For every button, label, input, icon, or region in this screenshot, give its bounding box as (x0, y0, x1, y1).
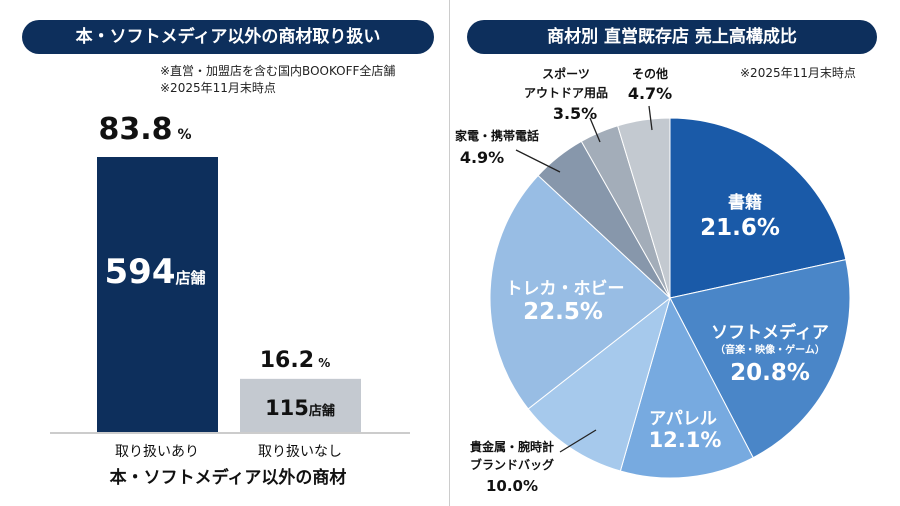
slice-label-softmedia: ソフトメディア (711, 323, 829, 343)
note-date: ※2025年11月末時点 (160, 81, 276, 95)
leader-line-electronics (515, 149, 561, 173)
pie-chart-title: 商材別 直営既存店 売上高構成比 (467, 20, 877, 54)
slice-value-books: 21.6% (700, 215, 780, 241)
leader-line-other (648, 105, 653, 131)
slice-label-other: その他 (631, 67, 669, 81)
percent-label-handled: 83.8 % (98, 112, 192, 147)
note-scope: ※直営・加盟店を含む国内BOOKOFF全店舗 (160, 64, 396, 78)
pie-slice-7 (617, 117, 671, 299)
pie-slice-4 (489, 174, 671, 410)
leader-line-jewelry (559, 429, 597, 453)
slice-label-electronics: 家電・携帯電話 (454, 129, 540, 143)
slice-value-softmedia: 20.8% (730, 360, 810, 386)
pie-slice-0 (669, 117, 847, 299)
slice-label2-sports: アウトドア用品 (523, 86, 609, 100)
slice-label2-jewelry: ブランドバッグ (469, 458, 555, 472)
slice-value-other: 4.7% (627, 84, 673, 103)
slice-label-apparel: アパレル (649, 409, 717, 429)
bar-chart-title: 本・ソフトメディア以外の商材取り扱い (22, 20, 434, 54)
category-label-not-handled: 取り扱いなし (258, 444, 342, 460)
slice-value-cards: 22.5% (523, 299, 603, 325)
value-label-handled: 594店舗 (104, 252, 206, 292)
bar-not-handled (240, 378, 361, 432)
slice-label-cards: トレカ・ホビー (505, 279, 625, 299)
pie-slice-1 (669, 259, 851, 459)
slice-label-books: 書籍 (728, 193, 762, 213)
slice-value-sports: 3.5% (552, 104, 598, 123)
bar-chart (50, 157, 410, 434)
percent-label-not-handled: 16.2 % (259, 348, 331, 373)
slice-value-electronics: 4.9% (459, 148, 505, 167)
slice-label-jewelry: 貴金属・腕時計 (469, 440, 555, 454)
slice-value-apparel: 12.1% (648, 428, 722, 452)
slice-sublabel-softmedia: （音楽・映像・ゲーム） (715, 345, 825, 356)
pie-slice-3 (527, 296, 671, 472)
divider (449, 0, 450, 506)
value-label-not-handled: 115店舗 (265, 396, 335, 420)
leader-line-sports (589, 117, 601, 143)
bar-handled (97, 157, 218, 432)
slice-value-jewelry: 10.0% (485, 477, 539, 495)
pie-slice-2 (619, 296, 754, 479)
slice-label-sports: スポーツ (542, 67, 590, 81)
category-label-handled: 取り扱いあり (115, 444, 199, 460)
x-axis-label: 本・ソフトメディア以外の商材 (109, 468, 347, 488)
pie-note-date: ※2025年11月末時点 (740, 66, 856, 80)
